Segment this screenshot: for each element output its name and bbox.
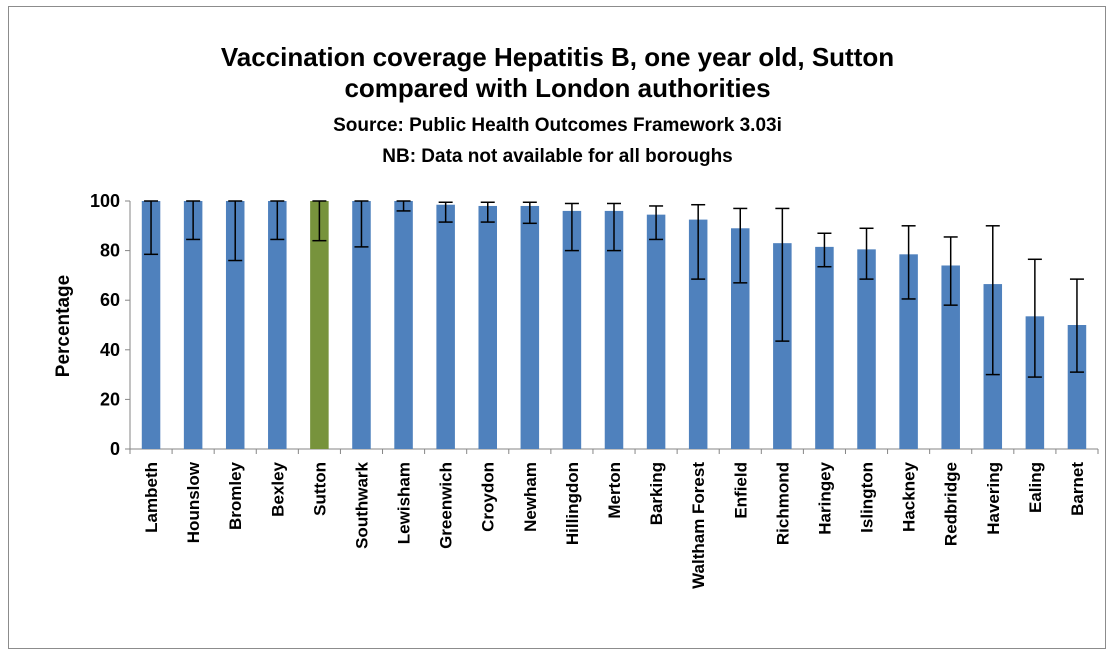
x-tick-label: Bexley (268, 461, 287, 516)
x-tick-label: Barnet (1068, 462, 1087, 516)
bar-bexley (268, 201, 287, 449)
bar-series (141, 201, 1087, 449)
bar-richmond (773, 243, 792, 449)
bar-haringey (815, 246, 834, 449)
x-tick-label: Southwark (352, 461, 371, 548)
y-axis-label: Percentage (53, 275, 74, 377)
y-tick-label: 20 (100, 389, 120, 409)
x-tick-label: Lambeth (142, 462, 161, 533)
y-tick-label: 40 (100, 340, 120, 360)
x-tick-label: Bromley (226, 461, 245, 530)
x-tick-label: Hounslow (184, 461, 203, 543)
x-tick-label: Hillingdon (563, 462, 582, 545)
x-tick-label: Hackney (900, 461, 919, 531)
bar-merton (604, 210, 624, 449)
bar-newham (520, 205, 540, 449)
y-tick-label: 0 (110, 439, 120, 459)
bar-waltham-forest (688, 219, 708, 449)
x-tick-label: Waltham Forest (689, 462, 708, 589)
bar-bromley (225, 201, 245, 449)
bar-islington (857, 249, 876, 449)
y-tick-label: 80 (100, 241, 120, 261)
bar-hackney (899, 254, 918, 449)
x-tick-label: Barking (647, 462, 666, 525)
chart-title-line-1: Vaccination coverage Hepatitis B, one ye… (220, 42, 895, 72)
y-tick-label: 60 (100, 290, 120, 310)
bar-hillingdon (562, 210, 582, 449)
chart-subtitle-source: Source: Public Health Outcomes Framework… (333, 115, 782, 136)
x-tick-label: Islington (858, 462, 877, 533)
chart-title-line-2: compared with London authorities (344, 73, 771, 103)
x-tick-label: Croydon (479, 462, 498, 532)
x-tick-label: Havering (984, 462, 1003, 535)
bar-barnet (1067, 325, 1087, 449)
bar-sutton (310, 201, 329, 449)
error-bars (144, 200, 1084, 378)
x-tick-label: Greenwich (437, 462, 456, 549)
bar-croydon (478, 205, 497, 449)
x-tick-label: Sutton (310, 462, 329, 516)
bar-redbridge (941, 265, 960, 449)
bar-lewisham (394, 201, 413, 449)
x-tick-label: Enfield (731, 462, 750, 519)
x-tick-label: Ealing (1026, 462, 1045, 513)
chart-subtitle-note: NB: Data not available for all boroughs (382, 146, 733, 167)
bar-greenwich (436, 204, 455, 449)
x-tick-label: Redbridge (942, 462, 961, 546)
y-axis-ticks: 0 20 40 60 80 100 (90, 191, 130, 459)
bar-lambeth (141, 201, 161, 449)
x-tick-label: Richmond (773, 462, 792, 545)
x-tick-label: Haringey (815, 461, 834, 534)
bar-hounslow (183, 201, 203, 449)
x-tick-label: Lewisham (395, 462, 414, 544)
x-tick-label: Merton (605, 462, 624, 519)
bar-southwark (352, 201, 371, 449)
x-tick-label: Newham (521, 462, 540, 532)
bar-barking (646, 214, 666, 449)
chart-title: Vaccination coverage Hepatitis B, one ye… (0, 42, 1115, 104)
x-axis-ticks: Lambeth Hounslow Bromley Bexley Sutton Southw… (142, 461, 1087, 589)
bar-ealing (1025, 316, 1045, 449)
y-tick-label: 100 (90, 191, 120, 211)
